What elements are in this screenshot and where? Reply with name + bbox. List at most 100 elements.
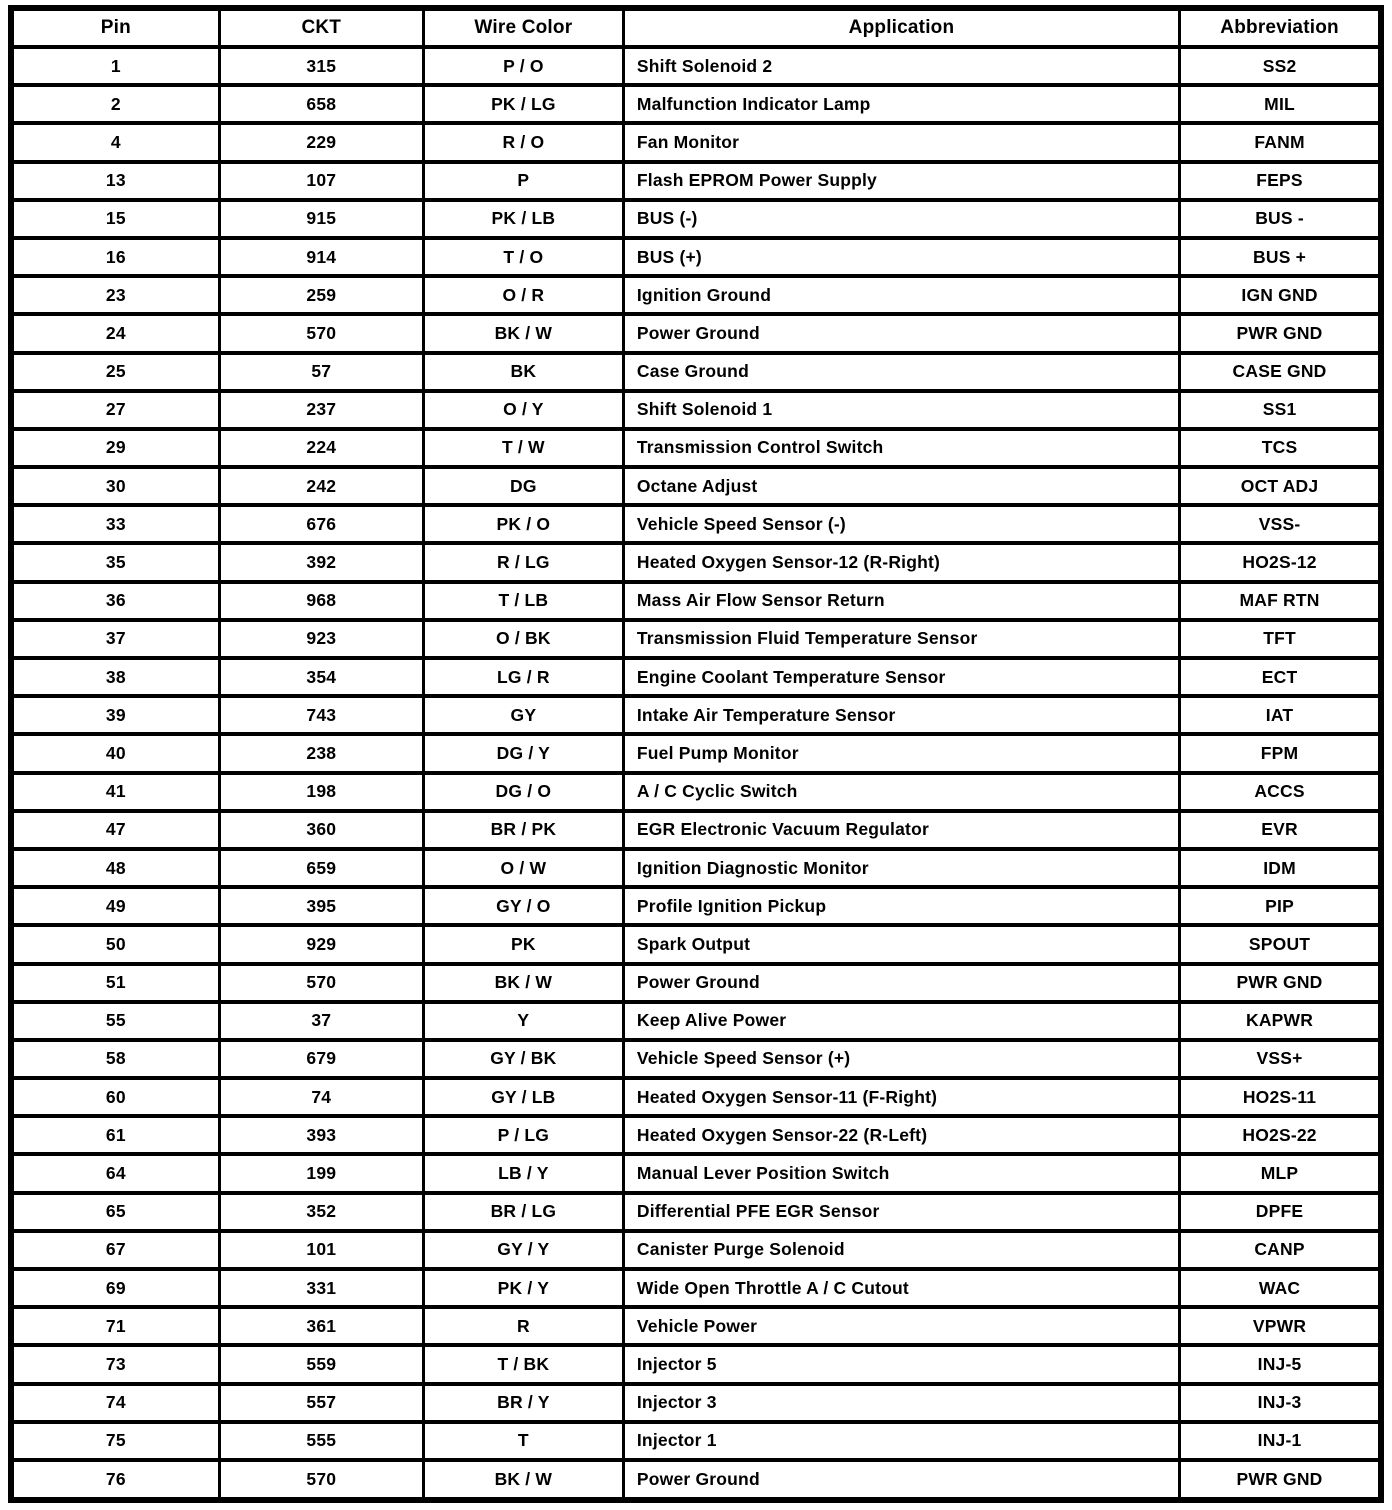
cell-abbreviation: VSS- <box>1178 503 1383 546</box>
cell-abbreviation: WAC <box>1178 1266 1383 1310</box>
cell-wire-color: T <box>421 1419 625 1462</box>
cell-pin: 25 <box>9 350 221 393</box>
cell-pin: 73 <box>9 1343 221 1386</box>
cell-ckt: 57 <box>217 350 425 393</box>
cell-wire-color: BK <box>421 350 625 393</box>
cell-abbreviation: ECT <box>1178 655 1383 699</box>
cell-wire-color: BK / W <box>421 1457 625 1503</box>
cell-pin: 13 <box>9 159 221 202</box>
cell-pin: 47 <box>9 808 221 851</box>
cell-pin: 65 <box>9 1190 221 1233</box>
cell-wire-color: LB / Y <box>421 1152 625 1195</box>
cell-abbreviation: PWR GND <box>1178 1457 1383 1503</box>
cell-ckt: 259 <box>217 274 425 317</box>
cell-application: Intake Air Temperature Sensor <box>621 694 1182 737</box>
cell-abbreviation: PIP <box>1178 885 1383 928</box>
cell-abbreviation: IAT <box>1178 694 1383 737</box>
cell-application: Spark Output <box>621 923 1182 966</box>
cell-ckt: 679 <box>217 1037 425 1081</box>
cell-ckt: 352 <box>217 1190 425 1233</box>
table-row: 55 37 Y Keep Alive Power KAPWR <box>9 999 1383 1042</box>
cell-application: Transmission Control Switch <box>621 426 1182 470</box>
cell-pin: 67 <box>9 1228 221 1272</box>
table-row: 74 557 BR / Y Injector 3 INJ-3 <box>9 1381 1383 1424</box>
header-row: Pin CKT Wire Color Application Abbreviat… <box>9 6 1383 49</box>
cell-pin: 49 <box>9 885 221 928</box>
cell-pin: 27 <box>9 388 221 431</box>
cell-ckt: 199 <box>217 1152 425 1195</box>
cell-application: Shift Solenoid 2 <box>621 44 1182 88</box>
cell-abbreviation: FANM <box>1178 121 1383 164</box>
table-row: 4 229 R / O Fan Monitor FANM <box>9 121 1383 164</box>
table-row: 23 259 O / R Ignition Ground IGN GND <box>9 274 1383 317</box>
cell-pin: 29 <box>9 426 221 470</box>
cell-abbreviation: MAF RTN <box>1178 579 1383 622</box>
cell-wire-color: BR / PK <box>421 808 625 851</box>
cell-wire-color: BK / W <box>421 961 625 1004</box>
cell-ckt: 331 <box>217 1266 425 1310</box>
table-row: 60 74 GY / LB Heated Oxygen Sensor-11 (F-Ri… <box>9 1076 1383 1119</box>
table-row: 64 199 LB / Y Manual Lever Position Switch M… <box>9 1152 1383 1195</box>
cell-ckt: 238 <box>217 732 425 775</box>
cell-pin: 74 <box>9 1381 221 1424</box>
cell-abbreviation: OCT ADJ <box>1178 465 1383 508</box>
cell-pin: 38 <box>9 655 221 699</box>
cell-wire-color: GY / O <box>421 885 625 928</box>
cell-application: Case Ground <box>621 350 1182 393</box>
cell-ckt: 676 <box>217 503 425 546</box>
cell-application: Profile Ignition Pickup <box>621 885 1182 928</box>
cell-abbreviation: VPWR <box>1178 1305 1383 1348</box>
cell-application: Fuel Pump Monitor <box>621 732 1182 775</box>
cell-abbreviation: HO2S-22 <box>1178 1114 1383 1157</box>
column-header-pin: Pin <box>9 6 221 49</box>
table-row: 16 914 T / O BUS (+) BUS + <box>9 235 1383 279</box>
cell-pin: 76 <box>9 1457 221 1503</box>
cell-abbreviation: SPOUT <box>1178 923 1383 966</box>
cell-pin: 71 <box>9 1305 221 1348</box>
table-row: 58 679 GY / BK Vehicle Speed Sensor (+) VSS+ <box>9 1037 1383 1081</box>
cell-ckt: 570 <box>217 961 425 1004</box>
cell-abbreviation: TFT <box>1178 617 1383 661</box>
cell-abbreviation: BUS - <box>1178 197 1383 240</box>
cell-ckt: 914 <box>217 235 425 279</box>
cell-ckt: 743 <box>217 694 425 737</box>
cell-ckt: 242 <box>217 465 425 508</box>
cell-wire-color: PK <box>421 923 625 966</box>
cell-application: Injector 1 <box>621 1419 1182 1462</box>
table-row: 25 57 BK Case Ground CASE GND <box>9 350 1383 393</box>
cell-abbreviation: KAPWR <box>1178 999 1383 1042</box>
cell-wire-color: T / O <box>421 235 625 279</box>
table-row: 29 224 T / W Transmission Control Switch TCS <box>9 426 1383 470</box>
cell-wire-color: T / BK <box>421 1343 625 1386</box>
table-row: 65 352 BR / LG Differential PFE EGR Sensor D… <box>9 1190 1383 1233</box>
cell-pin: 2 <box>9 83 221 126</box>
cell-pin: 69 <box>9 1266 221 1310</box>
cell-abbreviation: FEPS <box>1178 159 1383 202</box>
cell-application: Power Ground <box>621 1457 1182 1503</box>
table-row: 13 107 P Flash EPROM Power Supply FEPS <box>9 159 1383 202</box>
cell-abbreviation: IDM <box>1178 846 1383 890</box>
cell-application: BUS (-) <box>621 197 1182 240</box>
cell-wire-color: GY <box>421 694 625 737</box>
cell-wire-color: R / O <box>421 121 625 164</box>
cell-ckt: 198 <box>217 770 425 813</box>
cell-application: Heated Oxygen Sensor-12 (R-Right) <box>621 541 1182 584</box>
cell-abbreviation: MLP <box>1178 1152 1383 1195</box>
cell-wire-color: BR / LG <box>421 1190 625 1233</box>
cell-wire-color: PK / O <box>421 503 625 546</box>
cell-pin: 39 <box>9 694 221 737</box>
cell-ckt: 555 <box>217 1419 425 1462</box>
table-row: 30 242 DG Octane Adjust OCT ADJ <box>9 465 1383 508</box>
cell-wire-color: R <box>421 1305 625 1348</box>
cell-ckt: 393 <box>217 1114 425 1157</box>
cell-application: Octane Adjust <box>621 465 1182 508</box>
cell-wire-color: O / R <box>421 274 625 317</box>
cell-ckt: 237 <box>217 388 425 431</box>
cell-abbreviation: PWR GND <box>1178 961 1383 1004</box>
cell-pin: 64 <box>9 1152 221 1195</box>
cell-abbreviation: MIL <box>1178 83 1383 126</box>
cell-ckt: 360 <box>217 808 425 851</box>
cell-application: Ignition Diagnostic Monitor <box>621 846 1182 890</box>
cell-wire-color: O / W <box>421 846 625 890</box>
cell-abbreviation: CASE GND <box>1178 350 1383 393</box>
